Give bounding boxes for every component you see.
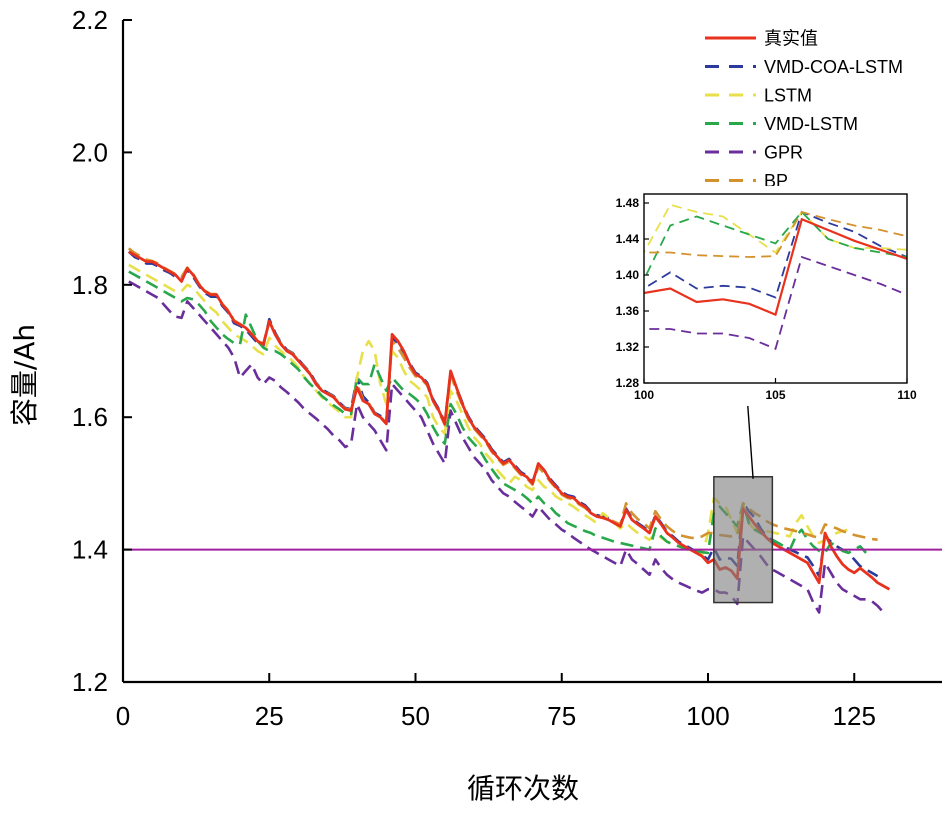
y-tick-label: 2.0 (72, 137, 108, 167)
legend-label: VMD-COA-LSTM (764, 57, 903, 77)
inset-y-tick-label: 1.40 (616, 268, 640, 282)
legend-label: VMD-LSTM (764, 114, 858, 134)
y-tick-label: 2.2 (72, 5, 108, 35)
y-axis-title: 容量/Ah (8, 324, 41, 426)
inset-series-line-VMD-LSTM (644, 210, 907, 281)
x-tick-label: 25 (255, 701, 284, 731)
inset-y-tick-label: 1.48 (616, 196, 640, 210)
inset-y-tick-label: 1.36 (616, 304, 640, 318)
inset-series-line-GPR (644, 255, 907, 351)
inset-x-tick-label: 110 (897, 388, 917, 402)
x-tick-label: 0 (116, 701, 130, 731)
series-line-GPR (128, 280, 885, 614)
legend-label: GPR (764, 143, 803, 163)
legend-label: 真实值 (764, 29, 818, 49)
inset-zoom-chart: 1.28 1.32 1.36 1.40 1.44 1.48 100 105 110 (597, 186, 917, 406)
zoom-highlight-box (713, 476, 774, 604)
inset-y-tick-label: 1.28 (616, 376, 640, 390)
legend-label: LSTM (764, 86, 812, 106)
y-tick-label: 1.4 (72, 535, 108, 565)
inset-series-layer (644, 203, 907, 351)
y-tick-label: 1.6 (72, 402, 108, 432)
inset-y-tick-label: 1.44 (616, 232, 640, 246)
inset-pointer-arrow (746, 394, 754, 479)
inset-background (597, 186, 907, 406)
inset-x-tick-label: 105 (765, 388, 785, 402)
y-tick-label: 1.8 (72, 270, 108, 300)
inset-y-tick-label: 1.32 (616, 340, 640, 354)
x-tick-label: 100 (686, 701, 729, 731)
x-axis-title: 循环次数 (467, 772, 579, 805)
inset-series-line-VMD-COA-LSTM (644, 210, 907, 299)
x-tick-label: 50 (401, 701, 430, 731)
inset-series-line-LSTM (644, 203, 907, 254)
main-ticks: 0 25 50 75 100 125 1.2 1.4 1.6 1.8 2.0 2.2 (72, 5, 876, 731)
x-tick-label: 75 (547, 701, 576, 731)
main-plot: 0 25 50 75 100 125 1.2 1.4 1.6 1.8 2.0 2.2 (72, 5, 942, 731)
main-axes (121, 20, 942, 684)
inset-series-line-BP (644, 210, 907, 258)
x-tick-label: 125 (833, 701, 876, 731)
inset-x-tick-label: 100 (634, 388, 654, 402)
inset-series-line-真实值 (644, 217, 907, 317)
y-tick-label: 1.2 (72, 667, 108, 697)
